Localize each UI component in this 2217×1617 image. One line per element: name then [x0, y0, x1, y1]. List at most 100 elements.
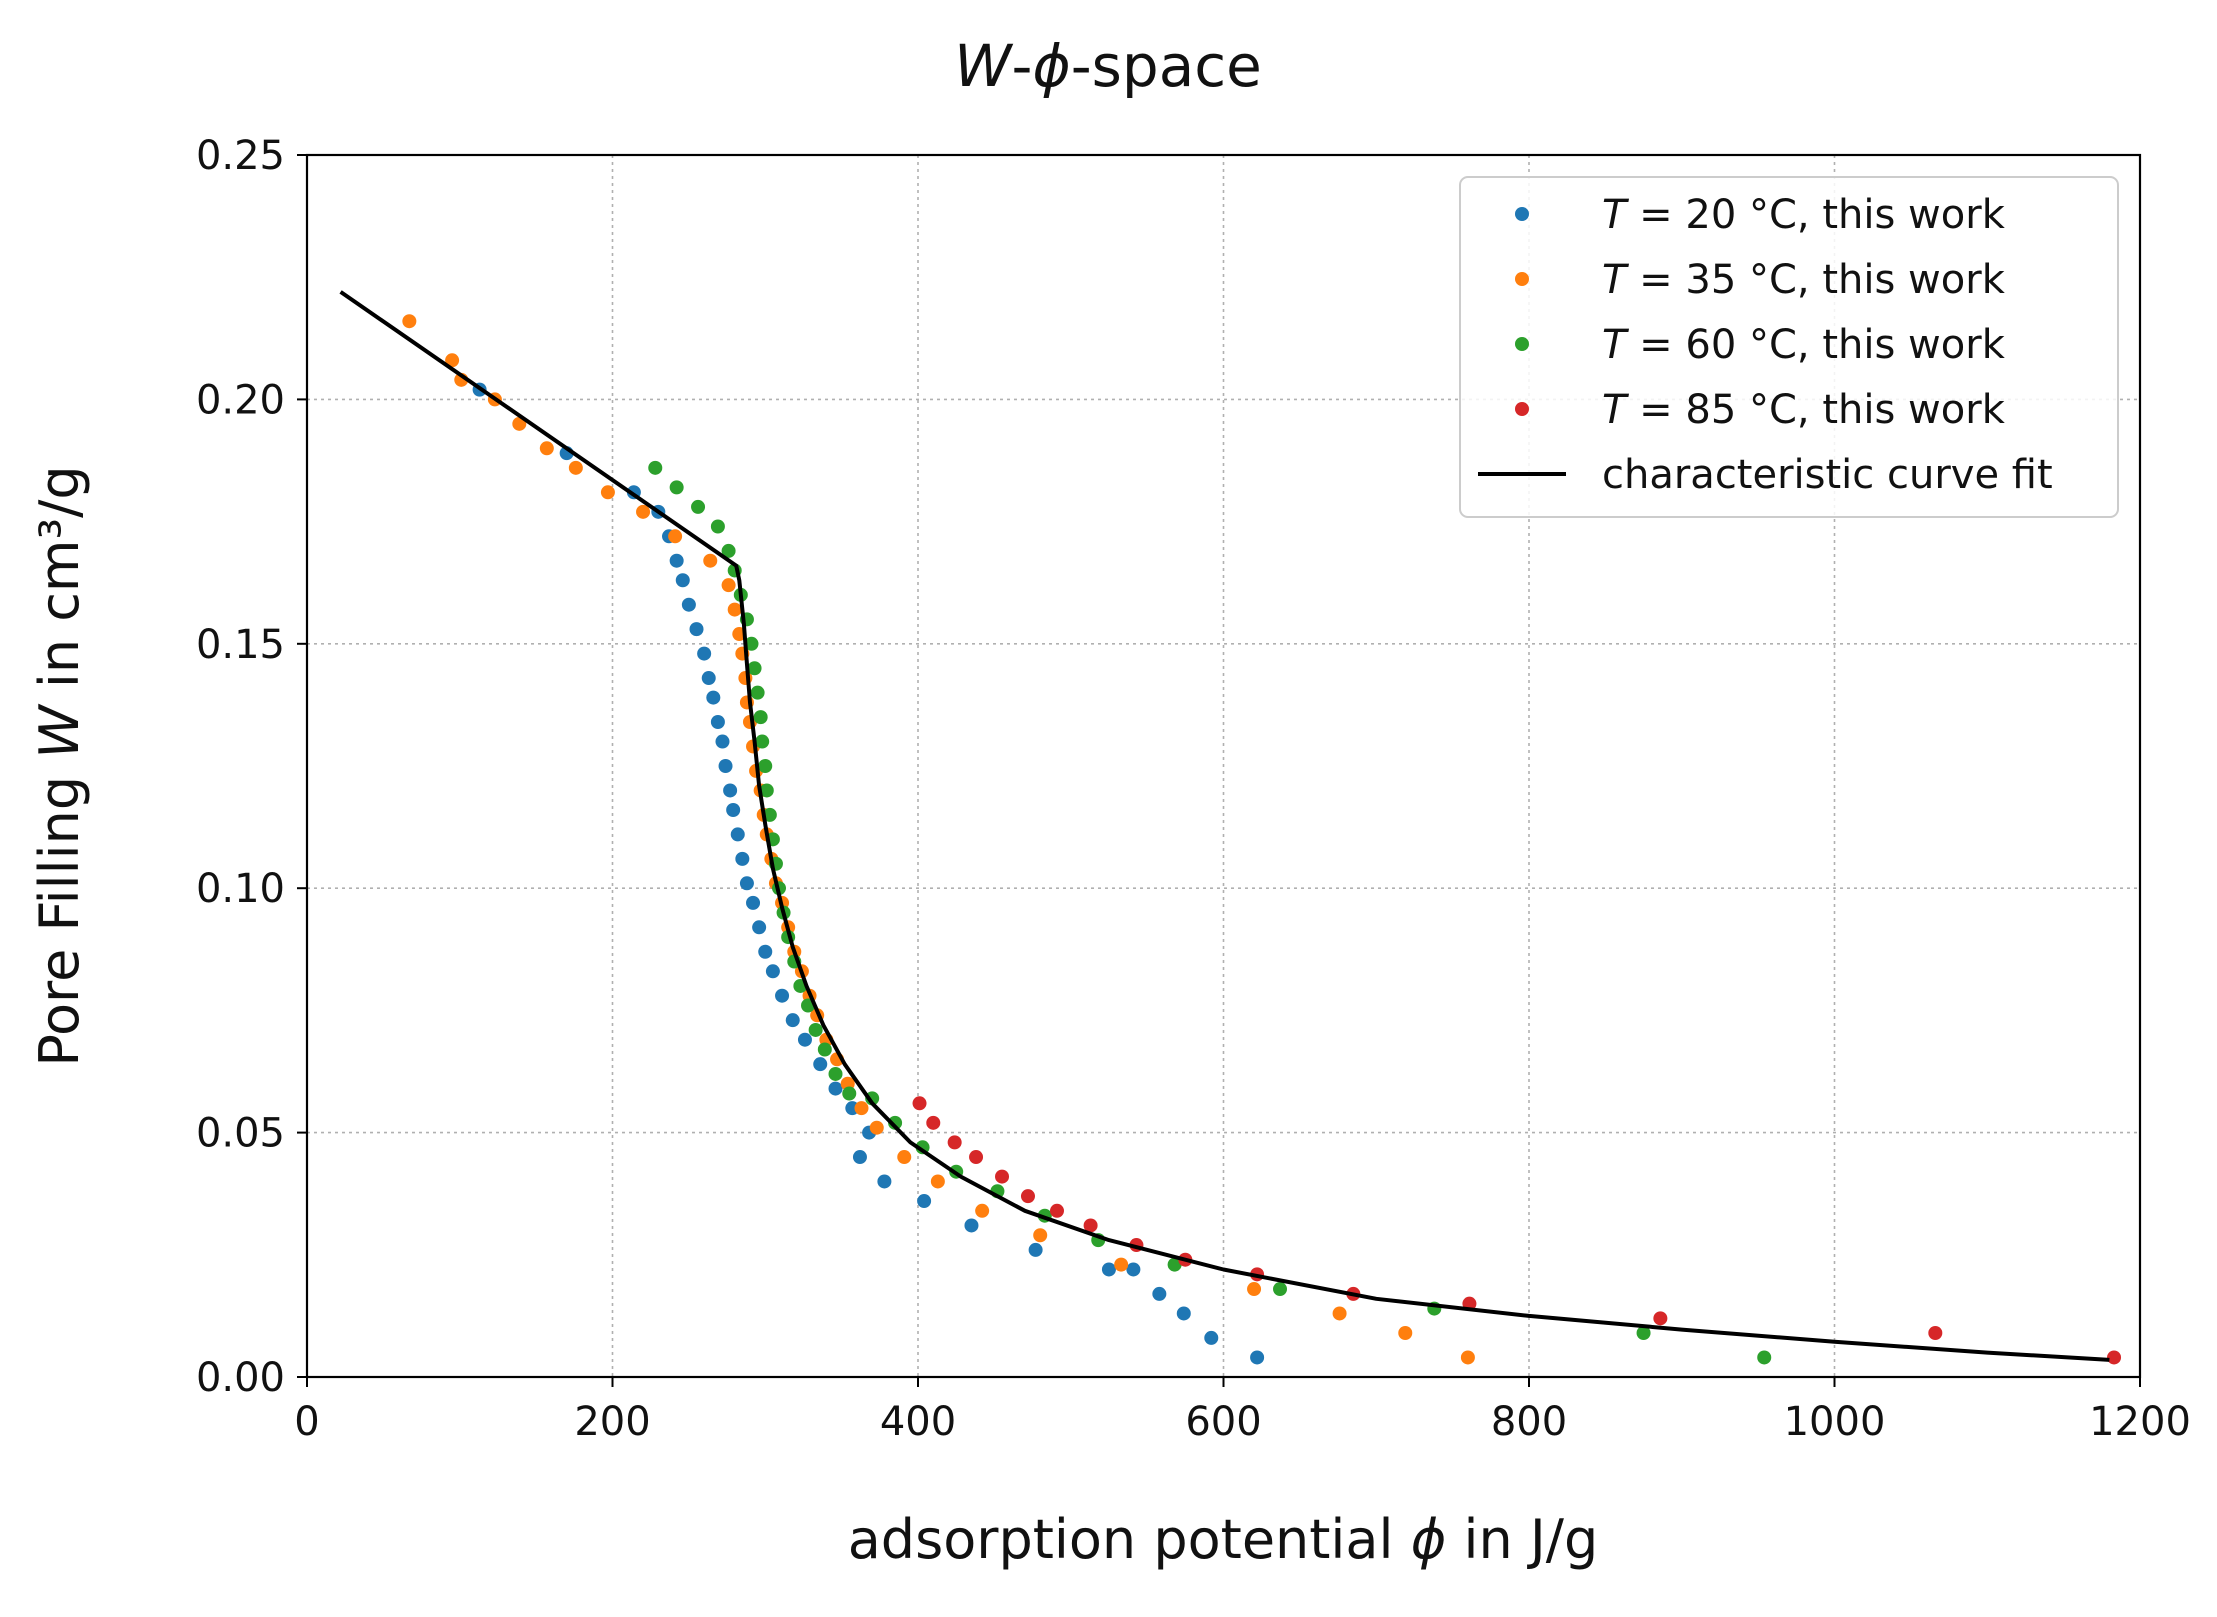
data-point [828, 1081, 843, 1096]
data-point [1033, 1228, 1048, 1243]
data-point [1247, 1282, 1262, 1297]
series-3 [912, 1096, 2122, 1365]
data-point [675, 573, 690, 588]
data-point [897, 1150, 912, 1165]
data-point [739, 876, 754, 891]
data-point [691, 499, 706, 514]
data-point [758, 944, 773, 959]
data-point [735, 851, 750, 866]
data-point [1167, 1257, 1182, 1272]
data-point [912, 1096, 927, 1111]
x-tick-label: 400 [880, 1399, 956, 1445]
x-tick-label: 0 [294, 1399, 319, 1445]
data-point [964, 1218, 979, 1233]
data-point [721, 578, 736, 593]
data-point [1398, 1326, 1413, 1341]
y-tick-label: 0.05 [196, 1111, 285, 1157]
data-point [1757, 1350, 1772, 1365]
data-point [930, 1174, 945, 1189]
data-point [730, 827, 745, 842]
fit-layer [339, 290, 2110, 1362]
data-point [1152, 1286, 1167, 1301]
y-tick-label: 0.00 [196, 1355, 285, 1401]
data-point [723, 783, 738, 798]
data-point [718, 759, 733, 773]
data-point [726, 802, 741, 817]
data-point [636, 504, 651, 519]
data-point [1250, 1350, 1265, 1365]
data-point [1083, 1218, 1098, 1233]
series-2 [648, 460, 1772, 1365]
data-point [681, 597, 696, 612]
x-tick-label: 1000 [1784, 1399, 1886, 1445]
data-point [758, 759, 773, 773]
data-point [697, 646, 712, 661]
legend-marker-20c [1515, 207, 1529, 221]
data-point [750, 685, 765, 700]
data-point [1928, 1326, 1943, 1341]
data-point [917, 1194, 932, 1209]
data-point [1114, 1257, 1129, 1272]
data-point [869, 1120, 884, 1135]
data-point [797, 1032, 812, 1047]
data-point [1460, 1350, 1475, 1365]
data-point [828, 1066, 843, 1081]
data-point [1273, 1282, 1288, 1297]
data-point [669, 480, 684, 495]
data-point [813, 1057, 828, 1072]
y-axis-label: Pore Filling W in cm³/g [28, 465, 91, 1066]
data-point [888, 1115, 903, 1130]
legend-label-20c: T = 20 °C, this work [1602, 192, 2006, 238]
data-point [445, 353, 460, 368]
series-0 [472, 382, 1265, 1365]
data-point [752, 920, 767, 935]
data-point [701, 671, 716, 686]
data-point [1332, 1306, 1347, 1321]
legend-marker-35c [1515, 272, 1529, 286]
data-point [1028, 1242, 1043, 1257]
data-point [755, 734, 770, 749]
legend-label-35c: T = 35 °C, this work [1602, 257, 2006, 303]
data-point [947, 1135, 962, 1150]
data-point [669, 553, 684, 568]
data-point [1176, 1306, 1191, 1321]
data-point [689, 622, 704, 637]
data-point [775, 988, 790, 1003]
data-point [995, 1169, 1010, 1184]
data-point [1050, 1203, 1065, 1218]
data-point [852, 1150, 867, 1165]
data-point [1636, 1326, 1651, 1341]
data-point [2107, 1350, 2122, 1365]
data-point [706, 690, 721, 705]
data-point [854, 1101, 869, 1116]
y-tick-label: 0.25 [196, 133, 285, 179]
data-point [746, 895, 761, 910]
fit-curve [339, 290, 2110, 1362]
series-1 [402, 314, 1475, 1365]
data-point [668, 529, 683, 544]
data-point [402, 314, 417, 329]
legend-box [1459, 176, 2119, 518]
data-point [753, 710, 768, 725]
y-tick-label: 0.20 [196, 377, 285, 423]
y-tick-label: 0.10 [196, 866, 285, 912]
data-point [969, 1150, 984, 1165]
data-point [539, 441, 554, 456]
data-point [744, 636, 759, 651]
data-point [648, 460, 663, 475]
data-point [747, 661, 762, 676]
data-point [842, 1086, 857, 1101]
data-point [1101, 1262, 1116, 1277]
data-point [703, 553, 718, 568]
data-point [817, 1042, 832, 1057]
legend-label-60c: T = 60 °C, this work [1602, 322, 2006, 368]
data-point [785, 1013, 800, 1028]
legend-marker-60c [1515, 337, 1529, 351]
data-point [759, 783, 774, 798]
data-point [1020, 1189, 1035, 1204]
x-tick-label: 200 [574, 1399, 650, 1445]
data-point [877, 1174, 892, 1189]
data-point [765, 964, 780, 979]
legend: T = 20 °C, this work T = 35 °C, this wor… [1459, 176, 2119, 518]
